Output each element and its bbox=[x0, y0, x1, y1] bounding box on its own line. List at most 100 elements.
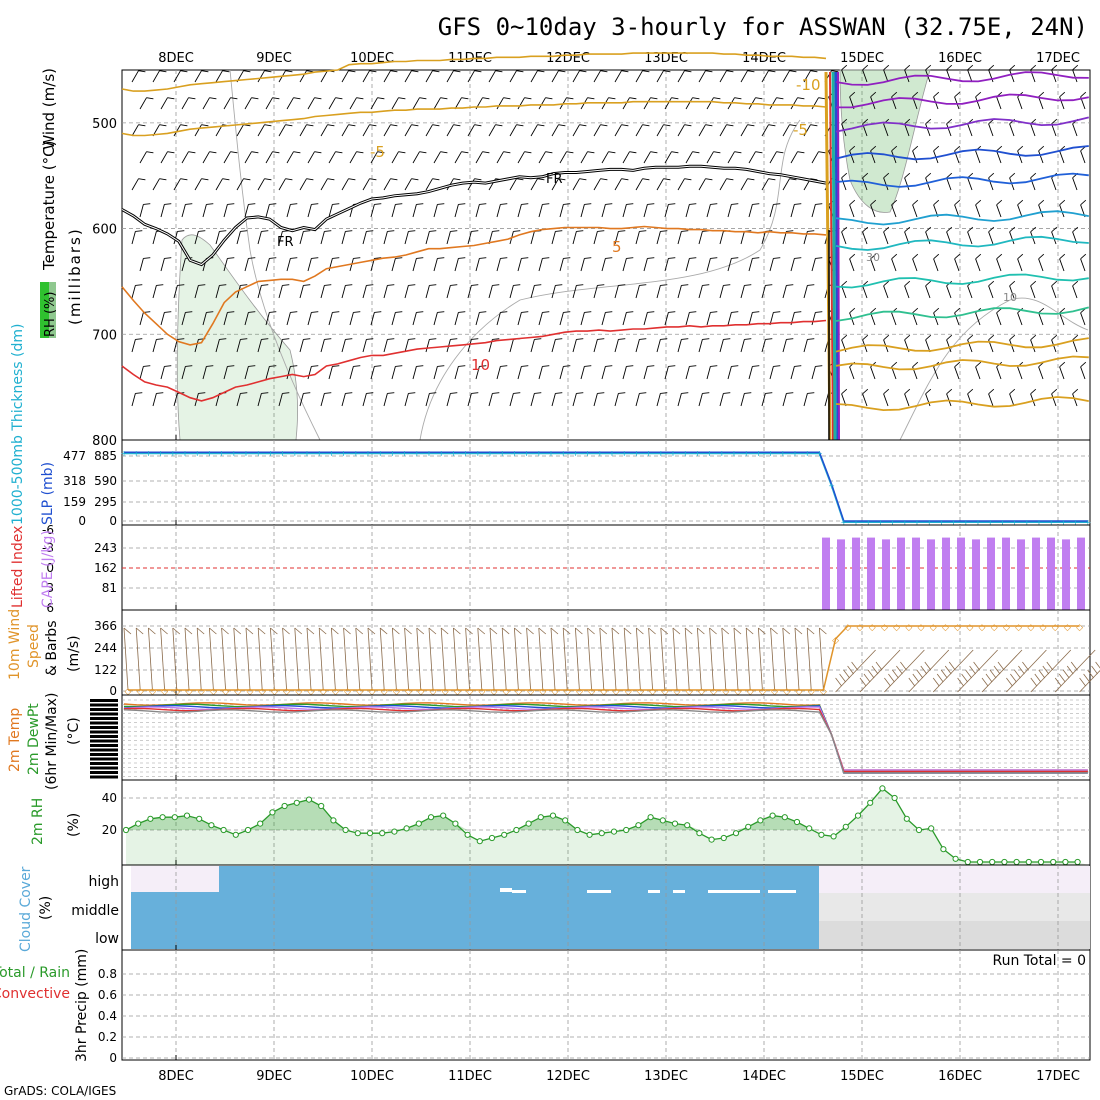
slp-marker: + bbox=[365, 449, 372, 458]
wind10m-barbs bbox=[123, 627, 1100, 693]
wind-speed-marker: ◇ bbox=[991, 623, 998, 633]
slp-marker: + bbox=[645, 449, 652, 458]
precip-tick-0.2: 0.2 bbox=[98, 1030, 117, 1044]
slp-marker: + bbox=[975, 518, 982, 527]
wind-speed-marker: ◇ bbox=[222, 687, 229, 697]
rh2m-point-40 bbox=[610, 828, 618, 835]
slp-marker: + bbox=[999, 518, 1006, 527]
rh2m-point-34 bbox=[537, 814, 544, 821]
rh2m-point-29 bbox=[476, 838, 483, 845]
slp-marker: + bbox=[389, 449, 396, 458]
rh2m-point-1 bbox=[135, 820, 142, 827]
bottom-date-10DEC: 10DEC bbox=[350, 1069, 394, 1084]
post-front-line-6 bbox=[835, 235, 1089, 251]
rh2m-point-31 bbox=[501, 831, 508, 838]
ylabel-2m-units: (°C) bbox=[66, 717, 82, 745]
temp2m-series-5 bbox=[123, 709, 1088, 774]
slp-marker: + bbox=[523, 449, 530, 458]
wind-speed-marker: ◇ bbox=[283, 687, 290, 697]
temp-contour-plus10 bbox=[121, 319, 827, 402]
rh2m-point-46 bbox=[684, 822, 691, 829]
slp-marker: + bbox=[682, 449, 689, 458]
cape-bars bbox=[822, 537, 1085, 610]
run-total-label: Run Total = 0 bbox=[992, 953, 1086, 969]
wind-speed-marker: ◇ bbox=[1076, 623, 1083, 633]
slp-marker: + bbox=[792, 449, 799, 458]
precip-panel: 0.8 0.6 0.4 0.2 0 Run Total = 0 Total / Rain… bbox=[0, 949, 1091, 1065]
bottom-date-15DEC: 15DEC bbox=[840, 1069, 884, 1084]
rh2m-point-53 bbox=[769, 812, 776, 819]
ylabel-2m-dewpt: 2m DewPt bbox=[26, 703, 42, 775]
slp-marker: + bbox=[950, 518, 957, 527]
ylabel-rh: RH (%) bbox=[43, 292, 58, 337]
wind-speed-marker: ◇ bbox=[808, 687, 815, 697]
rh2m-point-51 bbox=[745, 823, 752, 830]
rh2m-point-20 bbox=[366, 830, 374, 837]
p8-grid-lines bbox=[122, 950, 1090, 1060]
rh2m-point-27 bbox=[452, 820, 459, 827]
wind-speed-marker: ◇ bbox=[234, 687, 241, 697]
slp-marker: + bbox=[816, 449, 823, 458]
rh2m-point-73 bbox=[1013, 858, 1020, 866]
rh2m-tick-20: 20 bbox=[102, 823, 117, 837]
post-front-line-2 bbox=[835, 116, 1090, 133]
bottom-date-12DEC: 12DEC bbox=[546, 1069, 590, 1084]
temp2m-ticks bbox=[90, 699, 118, 779]
slp-marker: + bbox=[535, 449, 542, 458]
rh2m-point-36 bbox=[562, 817, 569, 824]
slp-thickness-panel: + + + + + + + + + + + + + + + + + + + + + + + + + + + + + + + + + + + + + + + +… bbox=[10, 324, 1091, 528]
wind-speed-marker: ◇ bbox=[735, 687, 742, 697]
wind-speed-marker: ◇ bbox=[857, 623, 864, 633]
wind-speed-marker: ◇ bbox=[356, 687, 363, 697]
slp-marker: + bbox=[1048, 518, 1055, 527]
rh2m-point-60 bbox=[854, 812, 862, 819]
slp-marker: + bbox=[230, 449, 237, 458]
ylabel-cape: CAPE (J/kg) bbox=[40, 530, 56, 608]
slp-marker: + bbox=[413, 449, 420, 458]
precip-tick-0.6: 0.6 bbox=[98, 988, 117, 1002]
temp2m-lines bbox=[123, 702, 1088, 774]
top-date-labels: 8DEC 9DEC 10DEC 11DEC 12DEC 13DEC 14DEC 15DEC 16… bbox=[158, 51, 1080, 66]
slp-marker: + bbox=[279, 449, 286, 458]
p4-grid-lines bbox=[122, 610, 1090, 695]
wind-speed-marker: ◇ bbox=[832, 636, 839, 646]
slp-marker: + bbox=[267, 449, 274, 458]
wind-speed-marker: ◇ bbox=[552, 687, 559, 697]
wind-speed-marker: ◇ bbox=[149, 687, 156, 697]
slp-marker: + bbox=[670, 449, 677, 458]
slp-marker: + bbox=[633, 449, 640, 458]
rh2m-point-7 bbox=[208, 822, 215, 829]
wind-speed-marker: ◇ bbox=[137, 687, 144, 697]
wind-speed-marker: ◇ bbox=[747, 687, 754, 697]
rh2m-point-14 bbox=[293, 799, 300, 806]
rh2m-point-57 bbox=[818, 831, 825, 838]
wind-speed-marker: ◇ bbox=[954, 623, 961, 633]
cloud-block-before bbox=[131, 866, 819, 949]
cape-bar-8 bbox=[942, 537, 950, 610]
cape-bar-11 bbox=[987, 537, 995, 610]
wind-speed-marker: ◇ bbox=[405, 687, 412, 697]
pressure-tick-500: 500 bbox=[92, 117, 117, 132]
rh2m-point-68 bbox=[952, 855, 959, 862]
rh2m-point-59 bbox=[842, 823, 849, 830]
rh2m-point-58 bbox=[830, 833, 837, 840]
rh2m-point-38 bbox=[586, 831, 593, 838]
post-front-line-5 bbox=[835, 210, 1089, 226]
rh2m-point-4 bbox=[171, 814, 178, 821]
wind-speed-marker: ◇ bbox=[369, 687, 376, 697]
slp-marker: + bbox=[1036, 518, 1043, 527]
wind-speed-marker: ◇ bbox=[173, 687, 180, 697]
slp-marker: + bbox=[962, 518, 969, 527]
slp-marker: + bbox=[304, 449, 311, 458]
post-front-line-3 bbox=[835, 145, 1089, 161]
slp-marker: + bbox=[133, 449, 140, 458]
slp-tick-0: 0 bbox=[109, 514, 117, 528]
slp-marker: + bbox=[194, 449, 201, 458]
rh2m-point-41 bbox=[623, 826, 630, 834]
slp-marker: + bbox=[1072, 518, 1079, 527]
slp-marker: + bbox=[511, 449, 518, 458]
top-date-14DEC: 14DEC bbox=[742, 51, 786, 66]
temp2m-panel: 2m Temp 2m DewPt (6hr Min/Max) (°C) bbox=[7, 693, 1091, 790]
top-date-15DEC: 15DEC bbox=[840, 51, 884, 66]
